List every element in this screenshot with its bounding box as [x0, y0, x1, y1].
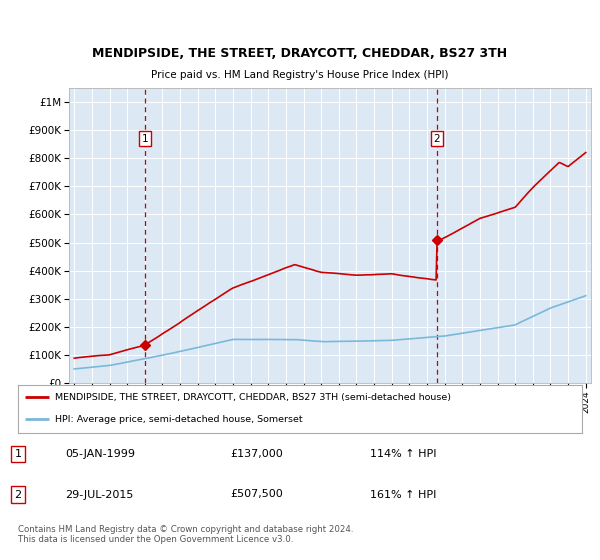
Text: HPI: Average price, semi-detached house, Somerset: HPI: Average price, semi-detached house,…: [55, 415, 302, 424]
Text: 2: 2: [14, 489, 22, 500]
Text: MENDIPSIDE, THE STREET, DRAYCOTT, CHEDDAR, BS27 3TH (semi-detached house): MENDIPSIDE, THE STREET, DRAYCOTT, CHEDDA…: [55, 393, 451, 402]
Text: 05-JAN-1999: 05-JAN-1999: [65, 449, 135, 459]
Text: £137,000: £137,000: [230, 449, 283, 459]
Text: £507,500: £507,500: [230, 489, 283, 500]
Text: Contains HM Land Registry data © Crown copyright and database right 2024.
This d: Contains HM Land Registry data © Crown c…: [18, 525, 353, 544]
Text: 1: 1: [14, 449, 22, 459]
Text: 161% ↑ HPI: 161% ↑ HPI: [370, 489, 436, 500]
Text: 2: 2: [434, 134, 440, 143]
Text: 114% ↑ HPI: 114% ↑ HPI: [370, 449, 437, 459]
Text: MENDIPSIDE, THE STREET, DRAYCOTT, CHEDDAR, BS27 3TH: MENDIPSIDE, THE STREET, DRAYCOTT, CHEDDA…: [92, 47, 508, 60]
Text: 29-JUL-2015: 29-JUL-2015: [65, 489, 133, 500]
Text: Price paid vs. HM Land Registry's House Price Index (HPI): Price paid vs. HM Land Registry's House …: [151, 70, 449, 80]
Text: 1: 1: [142, 134, 148, 143]
